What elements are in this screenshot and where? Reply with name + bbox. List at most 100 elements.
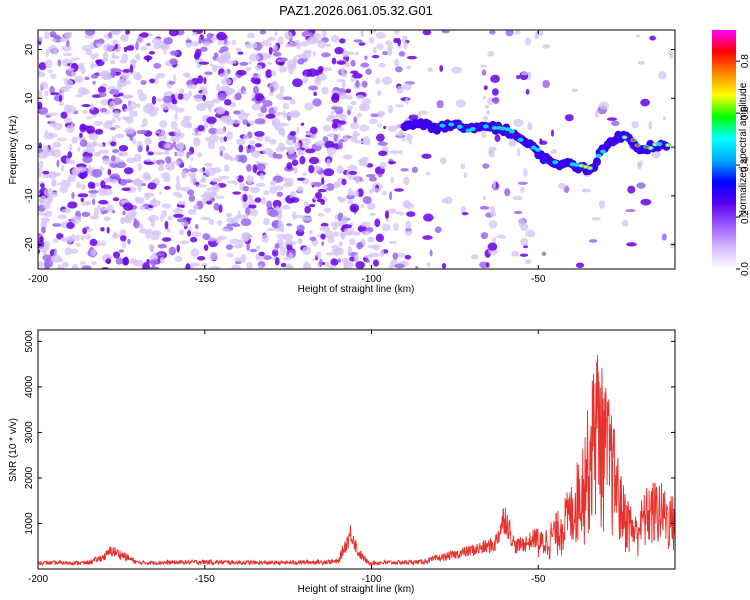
spectrogram-cell xyxy=(237,51,244,55)
spectrogram-cell xyxy=(372,46,377,54)
spectrogram-cell xyxy=(338,127,345,131)
spectrogram-cell xyxy=(232,191,242,195)
spectrogram-cell xyxy=(422,235,433,240)
spectrogram-cell xyxy=(606,117,618,121)
spectrogram-cell xyxy=(439,64,444,72)
spectrogram-cell xyxy=(251,103,261,111)
spectrogram-cell xyxy=(81,104,91,108)
spectrogram-cell xyxy=(142,262,150,269)
spectrogram-cell xyxy=(148,259,160,266)
spectrogram-cell xyxy=(223,152,230,160)
spectrogram-cell xyxy=(325,252,337,256)
spectrogram-cell xyxy=(296,224,305,232)
spectrogram-cell xyxy=(323,207,332,214)
spectrogram-cell xyxy=(148,50,156,55)
spectrogram-cell xyxy=(124,127,135,135)
spectrogram-cell xyxy=(197,152,203,158)
spectrogram-cell xyxy=(375,32,386,39)
spectrogram-cell xyxy=(550,149,557,154)
spectrogram-cell xyxy=(242,134,250,140)
spectrogram-cell xyxy=(367,202,376,211)
spectrogram-cell xyxy=(479,64,488,68)
spectrogram-cell xyxy=(148,110,158,117)
spectrogram-cell xyxy=(158,191,162,195)
spectrogram-cell xyxy=(273,106,279,112)
spectrogram-cell xyxy=(389,240,398,245)
spectrogram-cell xyxy=(521,71,529,76)
spectrogram-cell xyxy=(508,138,517,147)
spectrogram-cell xyxy=(158,132,167,141)
spectrogram-cell xyxy=(122,240,127,249)
spectrogram-cell xyxy=(338,140,344,150)
spectrogram-cell xyxy=(272,151,277,159)
spectrogram-cell xyxy=(249,248,258,253)
spectrogram-cell xyxy=(282,182,293,188)
spectrogram-cell xyxy=(111,135,116,144)
spectrogram-cell xyxy=(85,49,93,56)
spectrogram-cell xyxy=(174,255,183,262)
spectrogram-cell xyxy=(254,135,264,141)
signal-track-peak xyxy=(552,160,559,165)
spectrogram-cell xyxy=(57,266,64,269)
spectrogram-cell xyxy=(77,62,85,68)
spectrogram-cell xyxy=(113,110,120,119)
spectrogram-cell xyxy=(220,115,232,124)
spectrogram-cell xyxy=(161,203,172,209)
spectrogram-cell xyxy=(492,96,500,105)
spectrogram-cell xyxy=(136,129,148,135)
spectrogram-cell xyxy=(119,59,128,64)
spectrogram-cell xyxy=(71,57,80,61)
snr-x-tick-label: -100 xyxy=(362,574,382,585)
spectrogram-cell xyxy=(201,91,207,96)
spectrogram-cell xyxy=(280,262,287,268)
spectrogram-cell xyxy=(369,187,381,193)
spectrogram-cell xyxy=(350,59,356,67)
spectrogram-cell xyxy=(347,199,354,205)
spectrogram-cell xyxy=(151,95,157,105)
spectrogram-cell xyxy=(356,94,365,100)
spectrogram-cell xyxy=(278,122,289,127)
spectrogram-cell xyxy=(204,137,211,142)
spectrogram-cell xyxy=(129,109,135,119)
spectrogram-cell xyxy=(340,114,348,121)
spectrogram-cell xyxy=(176,244,180,253)
spectrogram-cell xyxy=(200,194,208,198)
spectrogram-cell xyxy=(611,120,620,127)
spectrogram-cell xyxy=(377,141,388,146)
spectrogram-cell xyxy=(387,49,393,56)
spectrogram-cell xyxy=(246,163,252,172)
spectrogram-cell xyxy=(640,198,652,206)
spectrogram-cell xyxy=(325,183,335,191)
spectrogram-cell xyxy=(237,175,244,183)
spectrogram-cell xyxy=(370,113,380,118)
spectrogram-cell xyxy=(117,78,127,88)
spectrogram-cell xyxy=(180,186,191,192)
spectrogram-cell xyxy=(346,105,354,110)
spectrogram-cell xyxy=(107,168,112,176)
spectrogram-cell xyxy=(223,136,228,142)
spectrogram-cell xyxy=(108,31,112,39)
spectrogram-cell xyxy=(176,218,187,223)
snr-y-tick-label: 1000 xyxy=(24,512,35,535)
spectrogram-cell xyxy=(50,254,62,263)
spectrogram-cell xyxy=(288,146,296,154)
spectrogram-cell xyxy=(375,133,385,142)
snr-y-tick-label: 5000 xyxy=(24,330,35,353)
spectrogram-cell xyxy=(82,155,93,164)
spectrogram-cell xyxy=(334,214,338,220)
spectrogram-cell xyxy=(91,261,97,265)
colorbar-tick-label: 0.6 xyxy=(740,106,750,120)
spectrogram-cell xyxy=(275,93,285,100)
spectrogram-cell xyxy=(352,73,363,79)
spectrogram-cell xyxy=(282,102,289,110)
spectrogram-cell xyxy=(223,98,232,106)
spectrogram-cell xyxy=(88,132,99,141)
spectrogram-cell xyxy=(93,120,104,126)
spectrogram-cell xyxy=(185,39,192,44)
spectrogram-cell xyxy=(64,31,73,39)
spectrogram-cell xyxy=(341,79,346,89)
spectrogram-cell xyxy=(317,65,324,73)
spectrogram-cell xyxy=(272,51,282,57)
spectrogram-cell xyxy=(125,117,134,124)
spectrogram-cell xyxy=(66,40,70,47)
